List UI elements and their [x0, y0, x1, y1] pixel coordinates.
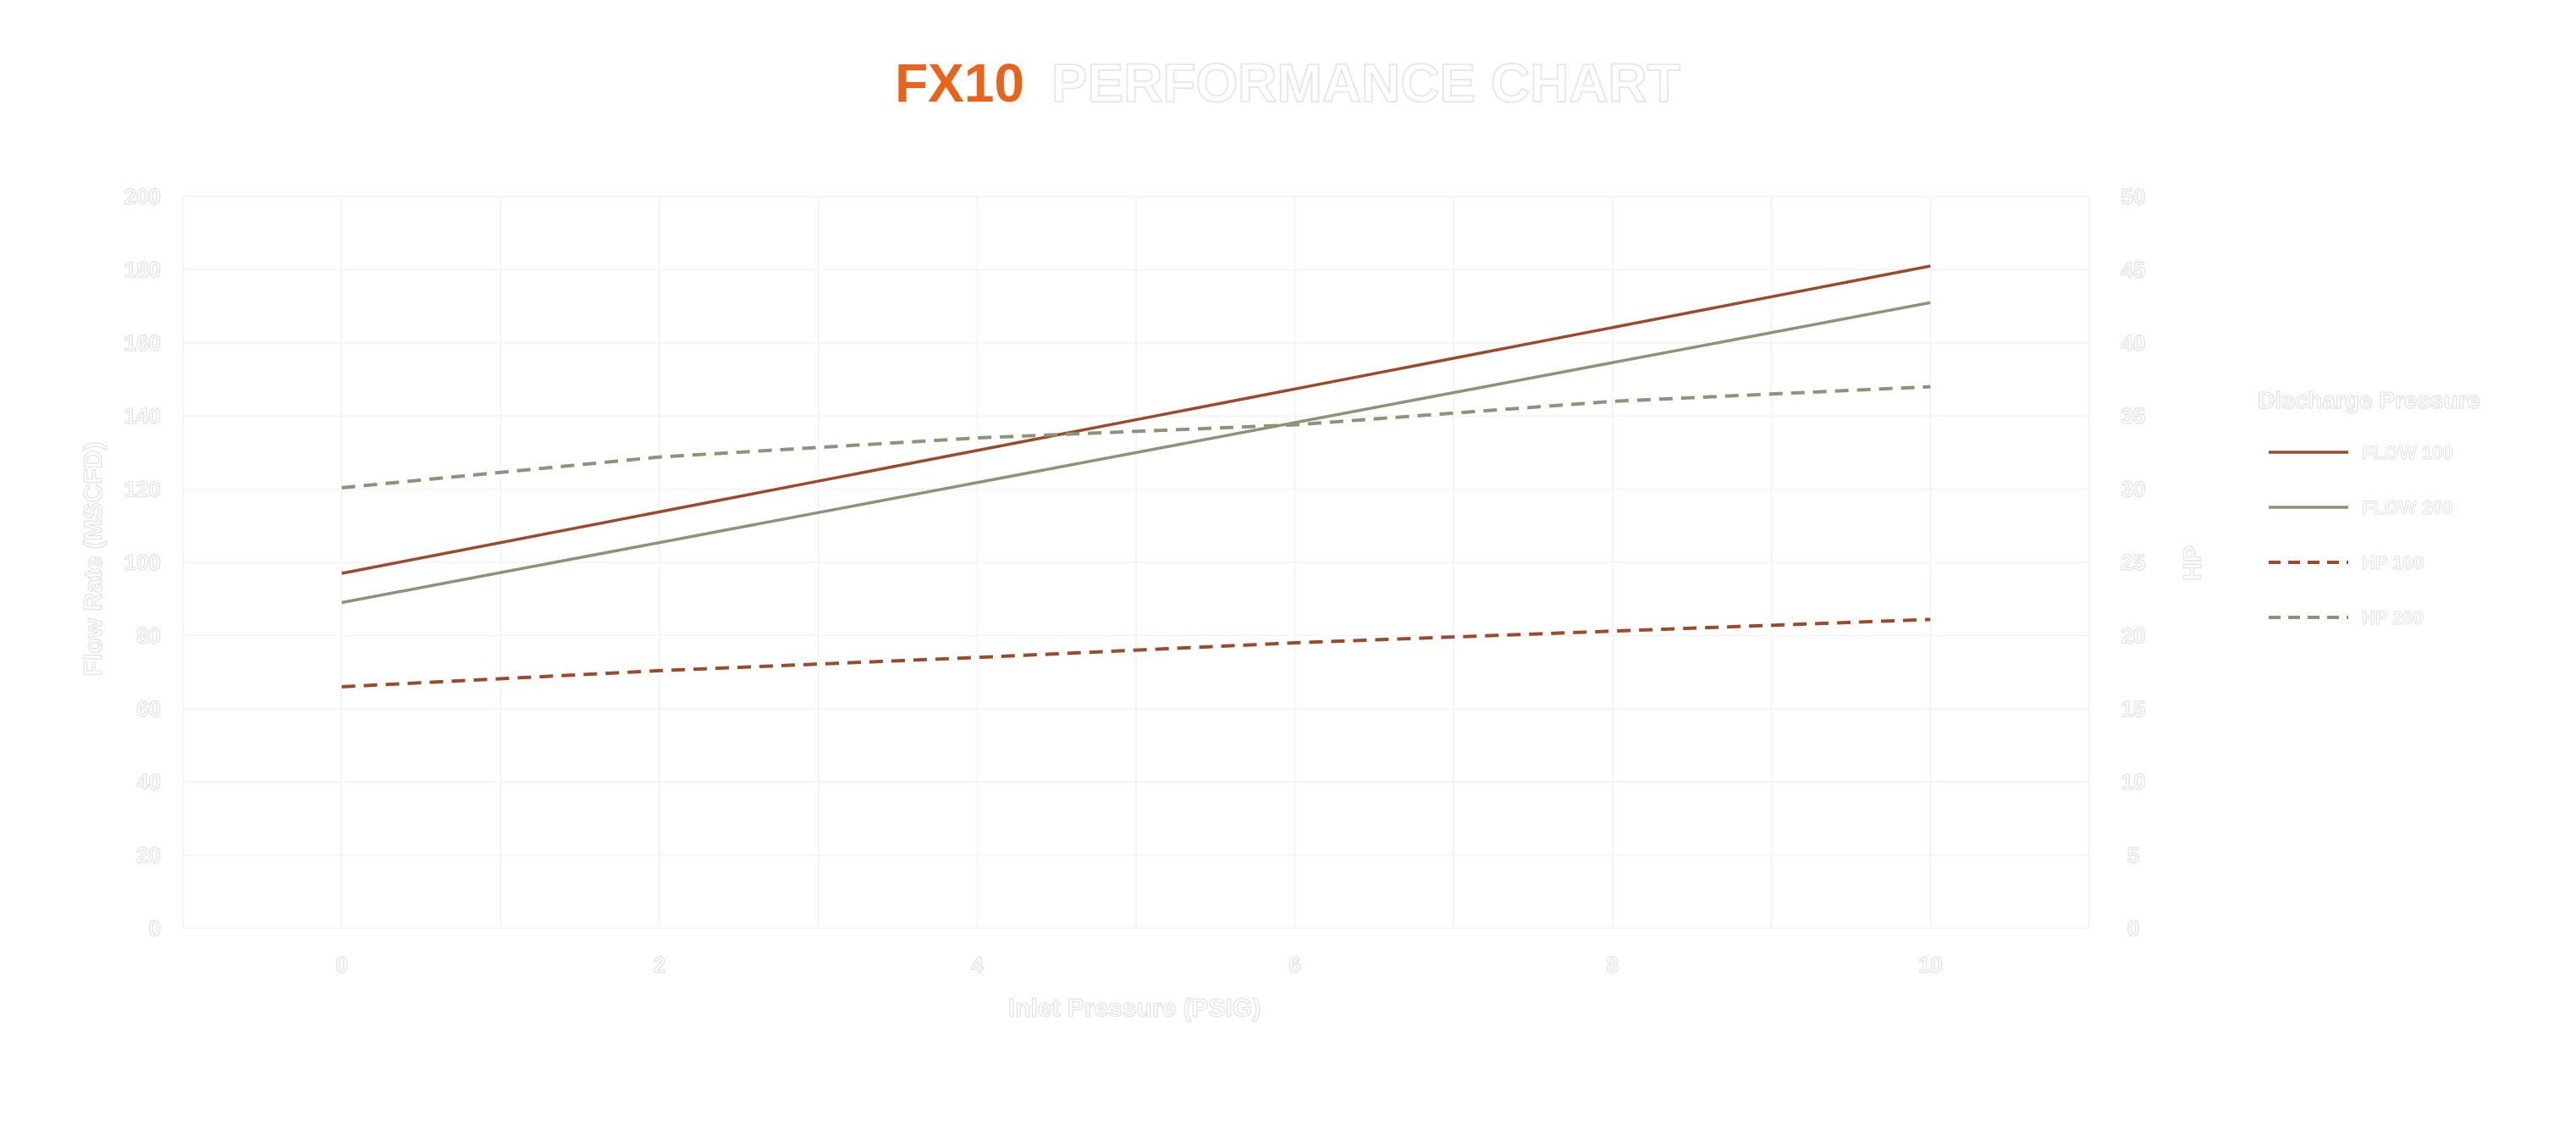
grid	[182, 196, 2090, 929]
x-tick-label: 0	[335, 952, 347, 977]
y-tick-label: 60	[136, 696, 161, 722]
y2-tick-label: 20	[2121, 622, 2146, 648]
chart-title-main: PERFORMANCE CHART	[1051, 53, 1680, 113]
y-tick-label: 100	[124, 550, 161, 575]
x-tick-label: 10	[1918, 952, 1943, 977]
y-tick-label: 40	[136, 769, 161, 794]
y2-tick-label: 50	[2121, 184, 2146, 209]
y2-tick-label: 15	[2121, 696, 2146, 722]
x-axis-title: Inlet Pressure (PSIG)	[1008, 994, 1260, 1022]
legend-label: FLOW 100	[2362, 442, 2453, 463]
axes: 0204060801001201401601802000510152025303…	[124, 183, 2146, 978]
chart-title-accent: FX10	[895, 53, 1024, 113]
y2-tick-label: 45	[2121, 257, 2146, 282]
y2-tick-label: 40	[2121, 330, 2146, 356]
chart-title: FX10 PERFORMANCE CHART	[895, 53, 1680, 113]
x-tick-label: 6	[1288, 952, 1300, 977]
y2-tick-label: 5	[2127, 843, 2139, 868]
y2-axis-title: HP	[2179, 545, 2207, 581]
legend-label: HP 200	[2362, 607, 2424, 628]
y2-tick-label: 35	[2121, 403, 2146, 429]
y-tick-label: 160	[124, 330, 161, 356]
y-tick-label: 140	[124, 403, 161, 429]
y2-tick-label: 10	[2121, 769, 2146, 794]
y-tick-label: 20	[136, 843, 161, 868]
y-axis-title: Flow Rate (MSCFD)	[80, 442, 108, 677]
y-tick-label: 120	[124, 477, 161, 502]
y-tick-label: 200	[124, 184, 161, 209]
legend-title: Discharge Pressure	[2258, 387, 2480, 413]
y-tick-label: 180	[124, 257, 161, 282]
y2-tick-label: 30	[2121, 477, 2146, 502]
series-line-hp-100	[341, 617, 1931, 689]
series-line-flow-100	[341, 264, 1931, 575]
series-layer	[341, 264, 1931, 689]
legend-label: HP 100	[2362, 552, 2424, 573]
y2-tick-label: 25	[2121, 550, 2146, 575]
x-tick-label: 8	[1607, 952, 1619, 977]
y-tick-label: 0	[149, 916, 161, 941]
legend-label: FLOW 200	[2362, 497, 2453, 518]
x-tick-label: 4	[971, 952, 984, 977]
y2-tick-label: 0	[2127, 916, 2139, 941]
y-tick-label: 80	[136, 622, 161, 648]
legend: FLOW 100 FLOW 200 HP 100 HP 200	[2269, 441, 2453, 629]
series-line-hp-200	[341, 384, 1931, 490]
x-tick-label: 2	[654, 952, 665, 977]
series-line-flow-200	[341, 301, 1931, 605]
